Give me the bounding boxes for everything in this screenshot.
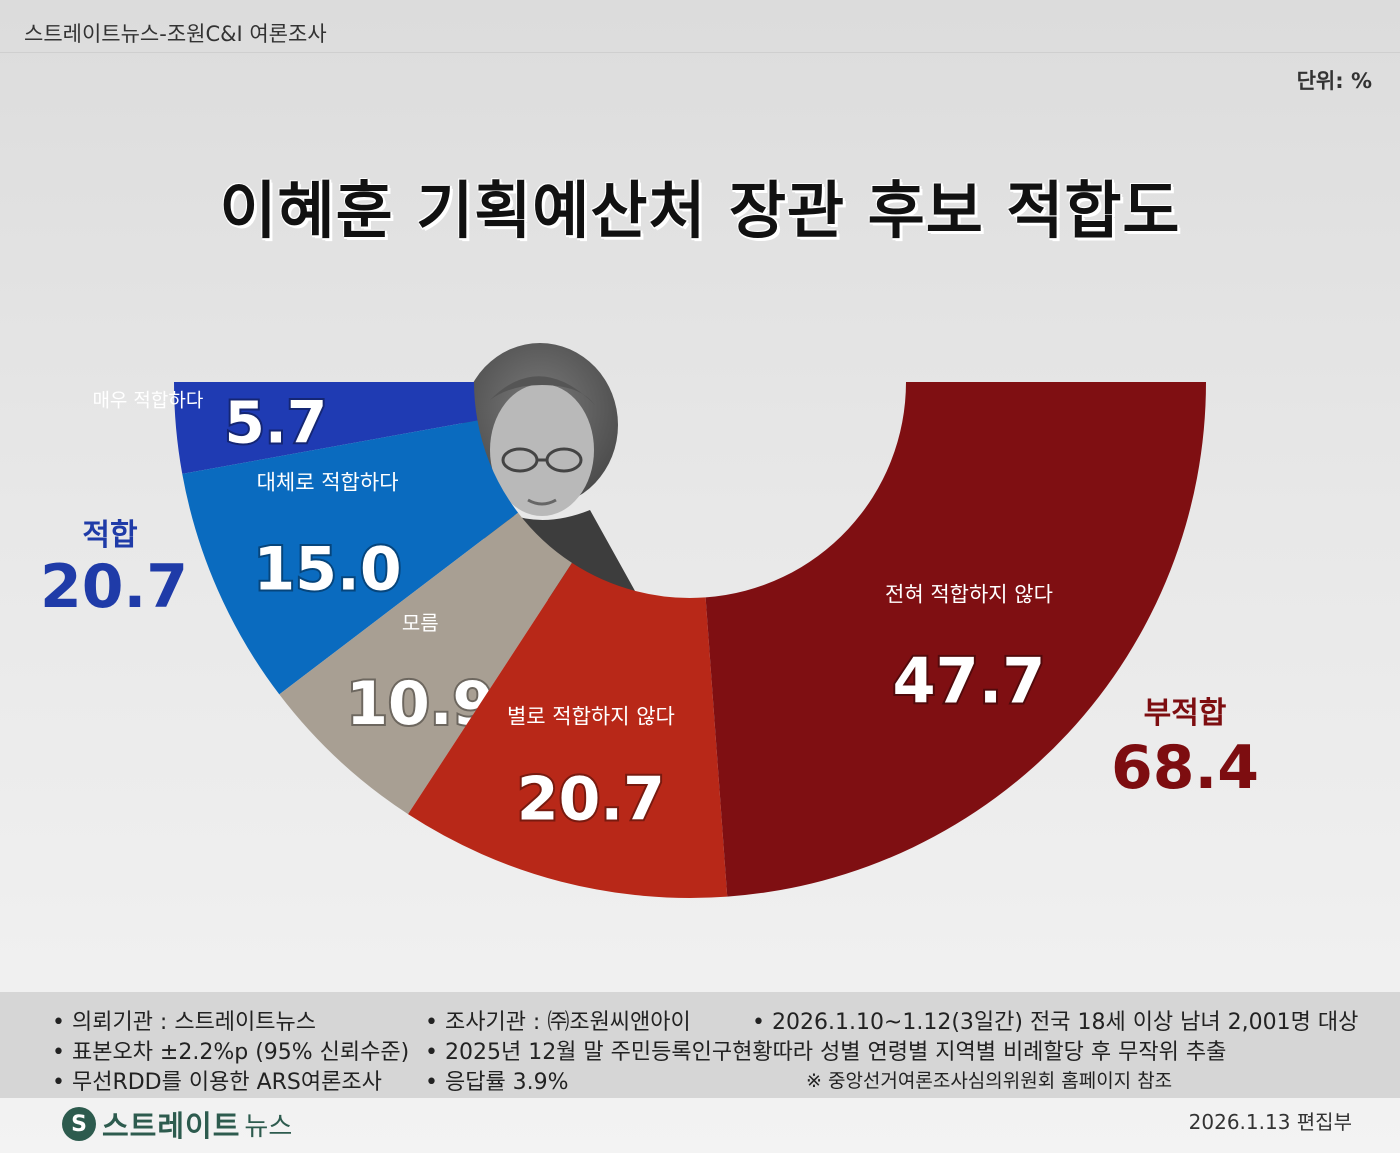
survey-footer: • 의뢰기관 : 스트레이트뉴스 • 조사기관 : ㈜조원씨앤아이 • 2026… bbox=[0, 992, 1400, 1098]
slice-4 bbox=[408, 562, 728, 898]
footer-sampling: • 2025년 12월 말 주민등록인구현황따라 성별 연령별 지역별 비례할당… bbox=[425, 1040, 1227, 1065]
footer-period: • 2026.1.10~1.12(3일간) 전국 18세 이상 남녀 2,001… bbox=[752, 1010, 1359, 1035]
unit-label: 단위: % bbox=[1296, 69, 1372, 93]
fit-summary-label: 적합 bbox=[82, 518, 138, 553]
slice-5 bbox=[705, 382, 1206, 897]
footer-response-rate: • 응답률 3.9% bbox=[425, 1070, 569, 1095]
slice-2 bbox=[182, 420, 519, 695]
brand-logo: S 스트레이트 뉴스 bbox=[62, 1104, 292, 1144]
brand-news: 뉴스 bbox=[244, 1111, 293, 1142]
slice-label-1: 매우 적합하다 bbox=[92, 389, 203, 411]
slice-value-5: 47.7 bbox=[892, 645, 1045, 718]
footer-reference: ※ 중앙선거여론조사심의위원회 홈페이지 참조 bbox=[806, 1070, 1173, 1092]
footer-margin: • 표본오차 ±2.2%p (95% 신뢰수준) bbox=[52, 1040, 410, 1065]
chart-title: 이혜훈 기획예산처 장관 후보 적합도 bbox=[219, 174, 1181, 247]
slice-label-2: 대체로 적합하다 bbox=[257, 471, 399, 495]
brand-icon: S bbox=[62, 1107, 96, 1141]
footer-client: • 의뢰기관 : 스트레이트뉴스 bbox=[52, 1010, 317, 1035]
edit-date: 2026.1.13 편집부 bbox=[1188, 1110, 1352, 1134]
slice-1 bbox=[174, 382, 478, 474]
slice-3 bbox=[279, 512, 572, 815]
footer-method: • 무선RDD를 이용한 ARS여론조사 bbox=[52, 1070, 382, 1095]
slice-label-5: 전혀 적합하지 않다 bbox=[885, 583, 1053, 607]
slice-label-4: 별로 적합하지 않다 bbox=[507, 704, 675, 728]
survey-source: 스트레이트뉴스-조원C&I 여론조사 bbox=[24, 22, 327, 46]
brand-name: 스트레이트 bbox=[102, 1109, 241, 1143]
slice-value-4: 20.7 bbox=[517, 764, 665, 834]
top-bar: 스트레이트뉴스-조원C&I 여론조사 bbox=[0, 0, 1400, 53]
slice-value-2: 15.0 bbox=[254, 535, 402, 605]
footer-agency: • 조사기관 : ㈜조원씨앤아이 bbox=[425, 1010, 691, 1035]
slice-value-1: 5.7 bbox=[225, 388, 328, 456]
unfit-summary: 부적합 68.4 bbox=[1105, 688, 1265, 804]
fit-summary: 적합 20.7 bbox=[40, 510, 189, 622]
fit-summary-value: 20.7 bbox=[40, 552, 189, 622]
unfit-summary-value: 68.4 bbox=[1110, 733, 1260, 803]
slice-label-3: 모름 bbox=[402, 611, 439, 635]
unfit-summary-label: 부적합 bbox=[1143, 696, 1227, 731]
